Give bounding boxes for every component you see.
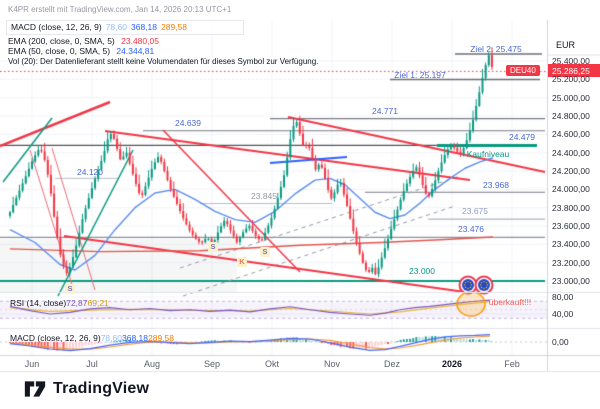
tradingview-wordmark: TradingView: [53, 380, 150, 397]
last-price-badge: 25.286,25: [548, 64, 600, 77]
price-scale-tick[interactable]: 23.000,00: [552, 276, 590, 286]
price-scale-tick[interactable]: 24.200,00: [552, 166, 590, 176]
price-scale-tick[interactable]: 24.400,00: [552, 147, 590, 158]
scale-unit-label[interactable]: EUR: [556, 40, 576, 50]
indicator-value: 289,58: [160, 22, 187, 32]
macd-scale-tick[interactable]: 0,00: [552, 337, 569, 347]
rsi-legend[interactable]: RSI (14, close)72,8769,21: [10, 298, 109, 308]
volume-legend[interactable]: Vol (20): Der Datenlieferant stellt kein…: [8, 57, 319, 66]
time-axis-label[interactable]: Dez: [383, 359, 401, 369]
rsi-scale-tick[interactable]: 80,00: [552, 292, 574, 302]
level-label[interactable]: 24.639: [175, 118, 201, 128]
time-axis-label[interactable]: Nov: [323, 359, 341, 369]
macd-legend-title-bottom: MACD (close, 12, 26, 9): [10, 333, 101, 343]
price-scale-tick[interactable]: 25.400,00: [552, 56, 590, 66]
price-scale-tick[interactable]: 23.800,00: [552, 202, 590, 213]
level-label[interactable]: überkauft!!!: [488, 297, 532, 307]
ema200-value: 23.480,05: [121, 36, 159, 46]
trade-marker[interactable]: K: [237, 257, 247, 267]
price-scale-tick[interactable]: 23.400,00: [552, 239, 590, 250]
ema50-legend[interactable]: EMA (50, close, 0, SMA, 5) 24.344,81: [8, 46, 155, 56]
macd-legend-bottom[interactable]: MACD (close, 12, 26, 9)78,60368,18289,58: [10, 333, 174, 343]
level-label[interactable]: 23.476: [458, 224, 484, 234]
tradingview-logo-icon: [24, 381, 46, 397]
level-label[interactable]: 23.675: [462, 206, 488, 216]
price-scale-tick[interactable]: 23.600,00: [552, 221, 590, 231]
time-axis-label[interactable]: Feb: [504, 359, 520, 369]
time-axis-label[interactable]: Okt: [264, 359, 280, 369]
price-scale-tick[interactable]: 25.200,00: [552, 74, 590, 85]
tradingview-logo[interactable]: TradingView: [24, 378, 149, 400]
price-scale-tick[interactable]: 24.000,00: [552, 184, 590, 195]
ema200-legend[interactable]: EMA (200, close, 0, SMA, 5) 23.480,05: [8, 36, 159, 46]
rsi-legend-title: RSI (14, close): [10, 298, 67, 308]
level-label[interactable]: 23.845: [251, 191, 277, 201]
ema50-value: 24.344,81: [116, 46, 155, 56]
trade-marker[interactable]: S: [260, 247, 270, 257]
trade-marker[interactable]: S: [65, 284, 75, 294]
level-label[interactable]: 24.120: [77, 167, 103, 177]
level-label[interactable]: 24.479: [509, 132, 535, 142]
price-scale-tick[interactable]: 25.000,00: [552, 92, 590, 103]
indicator-value: 368,18: [130, 22, 157, 32]
indicator-value: 78,60: [100, 333, 122, 343]
level-label[interactable]: 23.000: [409, 266, 435, 276]
level-label[interactable]: Ziel 2: 25.475: [470, 44, 522, 54]
time-axis-label[interactable]: Sep: [203, 359, 221, 369]
level-label[interactable]: Kaufniveau: [466, 149, 510, 159]
indicator-value: 368,18: [121, 333, 148, 343]
trade-marker[interactable]: S: [208, 242, 218, 252]
symbol-price-badge: DEU40: [506, 65, 540, 76]
time-axis-label[interactable]: Jul: [86, 359, 98, 369]
price-scale-tick[interactable]: 24.600,00: [552, 129, 590, 140]
level-label[interactable]: 23.968: [483, 180, 509, 190]
macd-legend-top[interactable]: MACD (close, 12, 26, 9) 78,60 368,18 289,58: [6, 20, 244, 35]
time-axis-label[interactable]: 2026: [441, 359, 463, 369]
price-scale-tick[interactable]: 23.200,00: [552, 257, 590, 268]
time-axis-label[interactable]: Jun: [24, 359, 40, 369]
indicator-value: 69,21: [87, 298, 109, 308]
indicator-value: 78,60: [105, 22, 127, 32]
price-scale-tick[interactable]: 24.800,00: [552, 111, 590, 121]
indicator-value: 72,87: [66, 298, 88, 308]
indicator-value: 289,58: [147, 333, 174, 343]
level-label[interactable]: 24.771: [372, 106, 398, 116]
level-label[interactable]: Ziel 1: 25.197: [394, 70, 446, 80]
rsi-scale-tick[interactable]: 40,00: [552, 309, 574, 319]
creator-credit: K4PR erstellt mit TradingView.com, Jan 1…: [8, 5, 232, 14]
time-axis-label[interactable]: Aug: [143, 359, 161, 369]
macd-legend-title: MACD (close, 12, 26, 9): [11, 22, 102, 32]
